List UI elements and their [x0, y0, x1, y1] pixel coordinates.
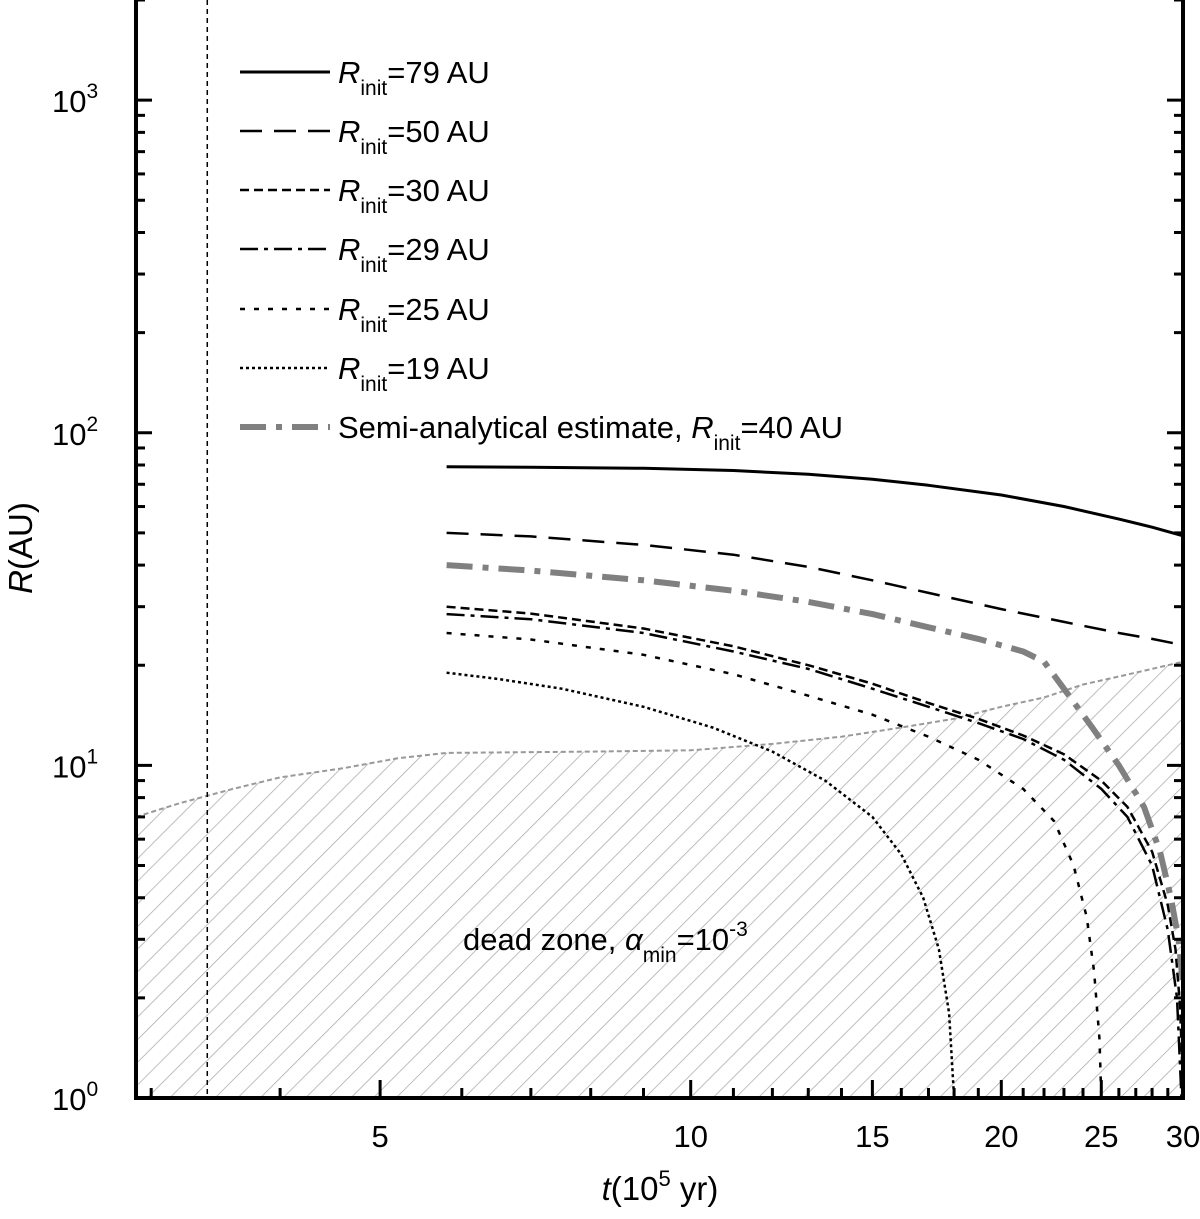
- legend-label-6: Semi-analytical estimate, Rinit=40 AU: [338, 410, 843, 455]
- legend-label-3: Rinit=29 AU: [338, 232, 490, 277]
- plot-frame: [134, 0, 1185, 1100]
- series-line-6: [446, 562, 1183, 985]
- legend-label-2: Rinit=30 AU: [338, 173, 490, 218]
- series-line-2: [446, 605, 1183, 1085]
- series-line-5: [446, 671, 956, 1098]
- series-line-3: [446, 612, 1183, 1098]
- y-tick-label: 101: [52, 745, 98, 784]
- legend-label-1: Rinit=50 AU: [338, 114, 490, 159]
- y-tick-label: 100: [52, 1078, 98, 1117]
- legend-label-4: Rinit=25 AU: [338, 292, 490, 337]
- x-tick-label: 5: [371, 1119, 388, 1154]
- series-line-0: [446, 465, 1183, 538]
- legend-label-0: Rinit=79 AU: [338, 55, 490, 100]
- dead-zone-area: [136, 661, 1183, 1098]
- series-line-4: [446, 631, 1103, 1098]
- x-tick-label: 15: [855, 1119, 889, 1154]
- series-line-1: [446, 531, 1183, 647]
- x-tick-label: 25: [1084, 1119, 1118, 1154]
- x-tick-label: 10: [673, 1119, 707, 1154]
- y-tick-label: 102: [52, 413, 98, 452]
- x-axis-label: t(105 yr): [602, 1166, 719, 1207]
- x-tick-label: 20: [984, 1119, 1018, 1154]
- y-axis-label: R(AU): [2, 502, 39, 594]
- dead-zone-boundary: [136, 660, 1183, 818]
- dead-zone-label: dead zone, αmin=10-3: [463, 918, 748, 967]
- y-tick-label: 103: [52, 80, 98, 119]
- x-tick-label: 30: [1166, 1119, 1200, 1154]
- legend-label-5: Rinit=19 AU: [338, 351, 490, 396]
